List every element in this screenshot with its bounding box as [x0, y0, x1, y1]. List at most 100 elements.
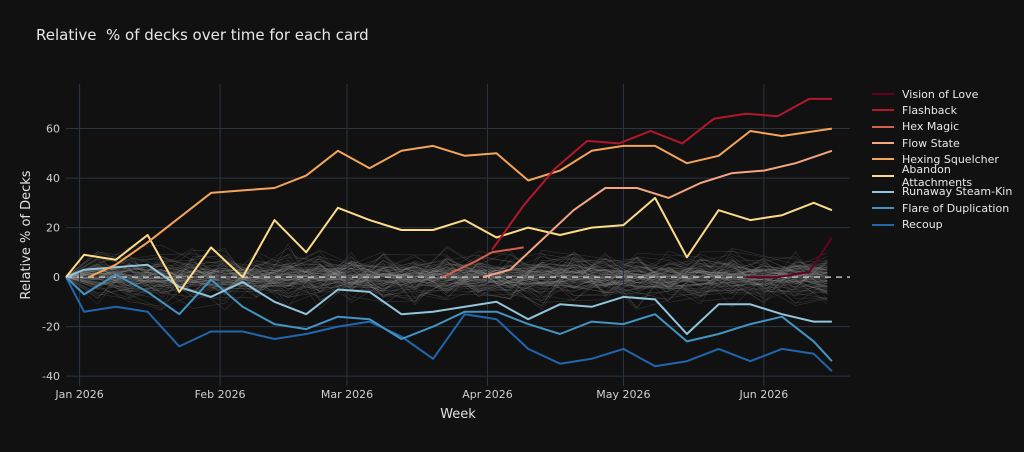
legend-item[interactable]: Vision of Love	[872, 86, 1024, 102]
legend-swatch	[872, 158, 894, 161]
background-line	[65, 259, 828, 288]
background-line	[65, 262, 828, 291]
y-tick-label: 20	[46, 222, 60, 235]
y-tick-label: 40	[46, 172, 60, 185]
background-line	[65, 256, 828, 286]
x-tick-label: Apr 2026	[462, 388, 513, 401]
legend-label: Flashback	[902, 103, 957, 117]
legend-item[interactable]: Hex Magic	[872, 119, 1024, 135]
background-line	[65, 266, 828, 286]
background-line	[65, 266, 828, 299]
legend-item[interactable]: Runaway Steam-Kin	[872, 184, 1024, 200]
background-lines	[65, 243, 828, 311]
background-line	[65, 260, 828, 292]
x-tick-label: Jan 2026	[54, 388, 103, 401]
legend-label: Recoup	[902, 218, 943, 232]
background-line	[65, 257, 828, 299]
x-tick-label: May 2026	[596, 388, 650, 401]
y-tick-label: -40	[42, 370, 60, 383]
legend-swatch	[872, 190, 894, 193]
y-tick-label: 60	[46, 123, 60, 136]
ticks: -40 -20 0 20 40 60 Jan 2026 Feb 2026 Mar 2026 Apr…	[42, 123, 788, 401]
x-axis-label: Week	[440, 407, 476, 422]
background-line	[65, 259, 828, 294]
background-line	[65, 250, 828, 288]
background-line	[65, 262, 828, 302]
background-line	[65, 262, 828, 294]
background-line	[65, 256, 828, 300]
background-line	[65, 259, 828, 305]
background-line	[65, 266, 828, 296]
legend-label: Hex Magic	[902, 120, 960, 134]
series-line	[88, 127, 833, 279]
legend-item[interactable]: Recoup	[872, 216, 1024, 232]
background-line	[65, 266, 828, 285]
x-tick-label: Jun 2026	[739, 388, 789, 401]
series-line	[65, 196, 833, 293]
y-axis-label: Relative % of Decks	[19, 170, 34, 299]
background-line	[65, 265, 828, 288]
background-line	[65, 253, 828, 307]
chart-title: Relative % of decks over time for each c…	[36, 26, 369, 44]
background-line	[65, 268, 828, 287]
background-line	[65, 251, 828, 291]
legend-label: Vision of Love	[902, 87, 979, 101]
background-line	[65, 262, 828, 287]
background-line	[65, 259, 828, 292]
background-line	[65, 258, 828, 310]
background-line	[65, 244, 828, 300]
background-line	[65, 269, 828, 287]
x-tick-label: Mar 2026	[321, 388, 373, 401]
legend-label: Flare of Duplication	[902, 201, 1010, 215]
background-line	[65, 251, 828, 299]
legend-item[interactable]: Hexing Squelcher	[872, 151, 1024, 167]
background-line	[65, 265, 828, 278]
legend-swatch	[872, 125, 894, 128]
series-line	[441, 246, 524, 279]
x-tick-label: Feb 2026	[195, 388, 246, 401]
background-line	[65, 263, 828, 293]
background-line	[65, 258, 828, 282]
legend-swatch	[872, 174, 894, 177]
background-line	[65, 276, 828, 290]
legend-item[interactable]: Flashback	[872, 102, 1024, 118]
series-line	[491, 97, 832, 251]
legend-item[interactable]: Flow State	[872, 135, 1024, 151]
background-line	[65, 247, 828, 298]
series-line	[65, 276, 833, 372]
background-line	[65, 259, 828, 288]
background-line	[65, 257, 828, 287]
legend-swatch	[872, 223, 894, 226]
background-line	[65, 262, 828, 289]
legend-item[interactable]: Abandon Attachments	[872, 163, 1024, 189]
background-line	[65, 273, 828, 290]
legend-label: Flow State	[902, 136, 960, 150]
background-line	[65, 256, 828, 294]
series-line	[482, 149, 833, 279]
legend-item[interactable]: Flare of Duplication	[872, 200, 1024, 216]
background-line	[65, 252, 828, 298]
background-line	[65, 258, 828, 310]
background-line	[65, 246, 828, 296]
background-line	[65, 257, 828, 305]
background-line	[65, 252, 828, 302]
legend-swatch	[872, 93, 894, 96]
background-line	[65, 251, 828, 310]
legend: Vision of Love Flashback Hex Magic Flow Sta…	[872, 86, 1024, 233]
background-line	[65, 247, 828, 305]
legend-label: Runaway Steam-Kin	[902, 185, 1013, 199]
series-line	[745, 236, 833, 279]
background-line	[65, 263, 828, 282]
grid	[66, 84, 850, 386]
legend-swatch	[872, 207, 894, 210]
y-tick-label: 0	[53, 271, 60, 284]
background-line	[65, 253, 828, 308]
background-line	[65, 263, 828, 309]
background-line	[65, 255, 828, 294]
background-line	[65, 250, 828, 292]
background-line	[65, 276, 828, 289]
background-line	[65, 271, 828, 287]
background-line	[65, 266, 828, 278]
